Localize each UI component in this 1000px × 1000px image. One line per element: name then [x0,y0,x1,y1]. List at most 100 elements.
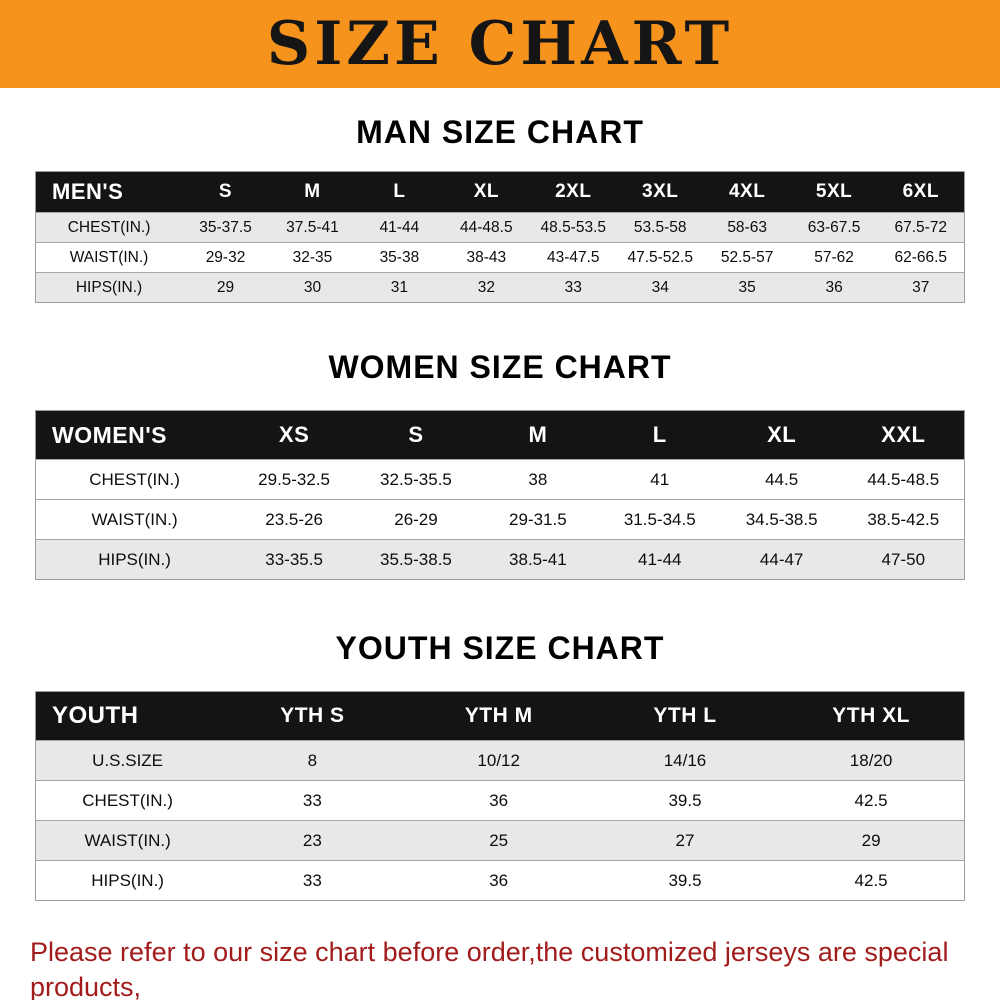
size-value: 37.5-41 [268,212,356,243]
column-header: 2XL [529,171,617,213]
size-value: 52.5-57 [703,242,791,273]
column-header: 4XL [703,171,791,213]
column-header: YTH L [591,691,779,741]
column-header: YTH S [219,691,406,741]
size-value: 41 [598,459,721,500]
row-label: CHEST(IN.) [35,212,183,243]
column-header: 3XL [616,171,704,213]
size-value: 30 [268,272,356,303]
section-heading-women: WOMEN SIZE CHART [328,349,672,385]
row-label: HIPS(IN.) [35,539,234,580]
size-value: 39.5 [591,860,779,901]
size-value: 29.5-32.5 [233,459,356,500]
size-value: 63-67.5 [790,212,878,243]
row-label: HIPS(IN.) [35,860,220,901]
size-value: 36 [405,780,592,821]
column-header: M [476,410,599,460]
size-value: 44.5-48.5 [842,459,965,500]
table-row: CHEST(IN.) 29.5-32.5 32.5-35.5 38 41 44.5 44.5… [35,459,965,500]
row-label: CHEST(IN.) [35,459,234,500]
column-header: YTH XL [778,691,965,741]
size-value: 43-47.5 [529,242,617,273]
size-value: 25 [405,820,592,861]
row-label: U.S.SIZE [35,740,220,781]
size-value: 44-47 [720,539,843,580]
size-value: 58-63 [703,212,791,243]
size-value: 18/20 [778,740,965,781]
size-value: 37 [877,272,965,303]
size-value: 38.5-41 [476,539,599,580]
size-value: 27 [591,820,779,861]
size-value: 29-31.5 [476,499,599,540]
row-label: HIPS(IN.) [35,272,183,303]
column-header: M [268,171,356,213]
size-value: 34 [616,272,704,303]
women-size-table: WOMEN'S XS S M L XL XXL CHEST(IN.) 29.5-32.5 32.5… [35,410,965,580]
size-value: 44-48.5 [442,212,530,243]
table-header-row: MEN'S S M L XL 2XL 3XL 4XL 5XL 6XL [35,171,965,213]
size-value: 32.5-35.5 [355,459,477,500]
column-header: L [598,410,721,460]
size-value: 29 [778,820,965,861]
size-value: 10/12 [405,740,592,781]
size-value: 67.5-72 [877,212,965,243]
banner: SIZE CHART [0,0,1000,88]
size-value: 44.5 [720,459,843,500]
section-heading-youth: YOUTH SIZE CHART [335,630,665,666]
size-value: 62-66.5 [877,242,965,273]
table-row: WAIST(IN.) 29-32 32-35 35-38 38-43 43-47.5 47.… [35,242,965,273]
table-row: CHEST(IN.) 33 36 39.5 42.5 [35,780,965,821]
size-value: 35.5-38.5 [355,539,477,580]
section-women: WOMEN SIZE CHART WOMEN'S XS S M L XL XXL CHEST(… [0,349,1000,580]
size-value: 42.5 [778,780,965,821]
section-men: MAN SIZE CHART MEN'S S M L XL 2XL 3XL 4XL 5XL 6XL… [0,114,1000,303]
size-value: 53.5-58 [616,212,704,243]
size-value: 29-32 [182,242,269,273]
size-value: 57-62 [790,242,878,273]
size-value: 47.5-52.5 [616,242,704,273]
table-title-cell: MEN'S [35,171,183,213]
size-value: 32 [442,272,530,303]
column-header: XS [233,410,356,460]
size-value: 33 [529,272,617,303]
table-row: U.S.SIZE 8 10/12 14/16 18/20 [35,740,965,781]
row-label: WAIST(IN.) [35,242,183,273]
size-value: 38 [476,459,599,500]
size-value: 33-35.5 [233,539,356,580]
size-value: 33 [219,860,406,901]
note-line-1: Please refer to our size chart before or… [30,937,949,1000]
table-header-row: YOUTH YTH S YTH M YTH L YTH XL [35,691,965,741]
column-header: XL [442,171,530,213]
size-value: 42.5 [778,860,965,901]
table-header-row: WOMEN'S XS S M L XL XXL [35,410,965,460]
size-value: 38-43 [442,242,530,273]
size-value: 26-29 [355,499,477,540]
size-value: 31 [355,272,443,303]
size-value: 23 [219,820,406,861]
youth-size-table: YOUTH YTH S YTH M YTH L YTH XL U.S.SIZE 8 10/12… [35,691,965,901]
size-value: 23.5-26 [233,499,356,540]
size-value: 29 [182,272,269,303]
size-value: 35-37.5 [182,212,269,243]
table-row: HIPS(IN.) 33-35.5 35.5-38.5 38.5-41 41-44 44-… [35,539,965,580]
row-label: CHEST(IN.) [35,780,220,821]
size-value: 8 [219,740,406,781]
size-value: 35-38 [355,242,443,273]
size-value: 48.5-53.5 [529,212,617,243]
size-value: 14/16 [591,740,779,781]
page-title: SIZE CHART [266,9,734,79]
table-row: HIPS(IN.) 29 30 31 32 33 34 35 36 37 [35,272,965,303]
table-title-cell: WOMEN'S [35,410,234,460]
footer-note: Please refer to our size chart before or… [0,935,1000,1000]
row-label: WAIST(IN.) [35,820,220,861]
size-value: 41-44 [355,212,443,243]
size-value: 47-50 [842,539,965,580]
column-header: YTH M [405,691,592,741]
size-value: 32-35 [268,242,356,273]
column-header: L [355,171,443,213]
size-value: 41-44 [598,539,721,580]
row-label: WAIST(IN.) [35,499,234,540]
size-value: 33 [219,780,406,821]
size-value: 36 [405,860,592,901]
table-row: WAIST(IN.) 23.5-26 26-29 29-31.5 31.5-34.5 34… [35,499,965,540]
